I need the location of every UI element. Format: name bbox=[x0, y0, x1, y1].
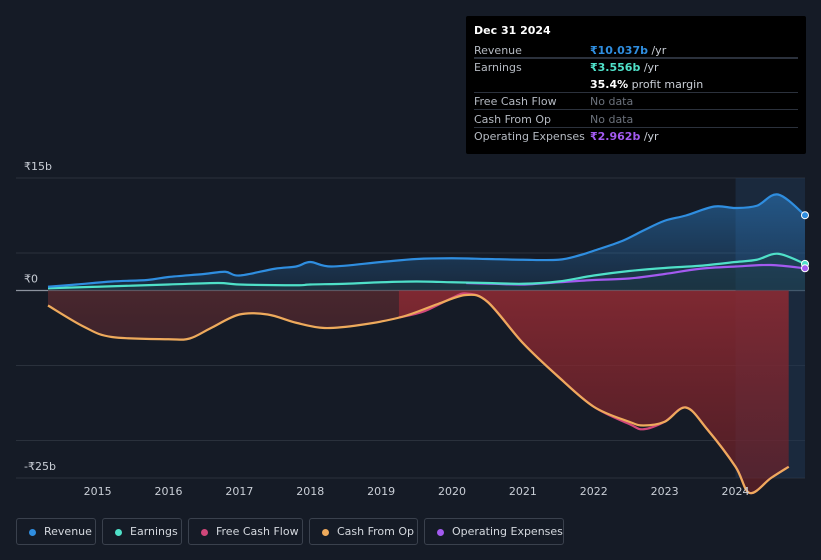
cash-from-op-area-recent bbox=[398, 290, 789, 494]
x-tick-label: 2015 bbox=[84, 485, 112, 498]
x-tick-label: 2021 bbox=[509, 485, 537, 498]
tooltip-row-label: Free Cash Flow bbox=[474, 95, 557, 108]
legend-label: Free Cash Flow bbox=[216, 525, 299, 538]
tooltip-row: Operating Expenses ₹2.962b /yr bbox=[466, 128, 806, 145]
earnings-line bbox=[47, 252, 806, 290]
legend-item-revenue[interactable]: Revenue bbox=[16, 518, 96, 545]
series-lines bbox=[47, 193, 809, 495]
x-tick-label: 2020 bbox=[438, 485, 466, 498]
legend-dot-icon bbox=[29, 529, 36, 536]
legend-label: Cash From Op bbox=[337, 525, 415, 538]
x-tick-label: 2022 bbox=[580, 485, 608, 498]
x-tick-label: 2017 bbox=[225, 485, 253, 498]
tooltip: Dec 31 2024 Revenue ₹10.037b /yr Earnings ₹… bbox=[466, 16, 806, 154]
operating-expenses-end-marker bbox=[801, 264, 809, 273]
x-tick-label: 2019 bbox=[367, 485, 395, 498]
revenue-area bbox=[48, 194, 805, 291]
revenue-end-marker bbox=[801, 211, 809, 220]
tooltip-row-value: 35.4% profit margin bbox=[590, 78, 704, 91]
y-tick-label: ₹15b bbox=[24, 160, 52, 173]
tooltip-row-label: Cash From Op bbox=[474, 113, 552, 126]
tooltip-row-value: ₹2.962b /yr bbox=[590, 130, 659, 143]
x-tick-label: 2018 bbox=[296, 485, 324, 498]
x-axis: 2015 2016 2017 2018 2019 2020 2021 2022 2023 2024 bbox=[84, 485, 750, 498]
earnings-area bbox=[48, 253, 805, 291]
tooltip-row: Earnings ₹3.556b /yr bbox=[466, 59, 806, 76]
tooltip-row: Revenue ₹10.037b /yr bbox=[466, 42, 806, 59]
tooltip-row-label: Earnings bbox=[474, 61, 522, 74]
tooltip-row-value: ₹10.037b /yr bbox=[590, 44, 667, 57]
x-tick-label: 2024 bbox=[722, 485, 750, 498]
legend-dot-icon bbox=[115, 529, 122, 536]
tooltip-row: Free Cash Flow No data bbox=[466, 93, 806, 110]
legend-label: Earnings bbox=[130, 525, 178, 538]
tooltip-row-label: Operating Expenses bbox=[474, 130, 585, 143]
legend-label: Operating Expenses bbox=[452, 525, 563, 538]
tooltip-row-value: No data bbox=[590, 95, 634, 108]
tooltip-row-value: ₹3.556b /yr bbox=[590, 61, 659, 74]
y-tick-label: -₹25b bbox=[24, 460, 56, 473]
legend-item-cash-from-op[interactable]: Cash From Op bbox=[309, 518, 418, 545]
tooltip-date: Dec 31 2024 bbox=[474, 24, 551, 37]
tooltip-row: 35.4% profit margin bbox=[466, 76, 806, 93]
tooltip-row: Cash From Op No data bbox=[466, 111, 806, 128]
cash-from-op-line bbox=[47, 293, 790, 495]
revenue-line bbox=[47, 193, 806, 288]
cash-from-op-area-early bbox=[48, 290, 399, 340]
legend-item-earnings[interactable]: Earnings bbox=[102, 518, 182, 545]
series-areas bbox=[48, 194, 805, 494]
legend-item-operating-expenses[interactable]: Operating Expenses bbox=[424, 518, 564, 545]
legend-dot-icon bbox=[437, 529, 444, 536]
tooltip-row-value: No data bbox=[590, 113, 634, 126]
legend-dot-icon bbox=[322, 529, 329, 536]
tooltip-row-label: Revenue bbox=[474, 44, 522, 57]
y-axis: ₹15b ₹0 -₹25b bbox=[24, 160, 56, 473]
legend-dot-icon bbox=[201, 529, 208, 536]
legend-label: Revenue bbox=[44, 525, 92, 538]
legend-item-free-cash-flow[interactable]: Free Cash Flow bbox=[188, 518, 303, 545]
x-tick-label: 2023 bbox=[651, 485, 679, 498]
y-tick-label: ₹0 bbox=[24, 273, 38, 286]
x-tick-label: 2016 bbox=[154, 485, 182, 498]
